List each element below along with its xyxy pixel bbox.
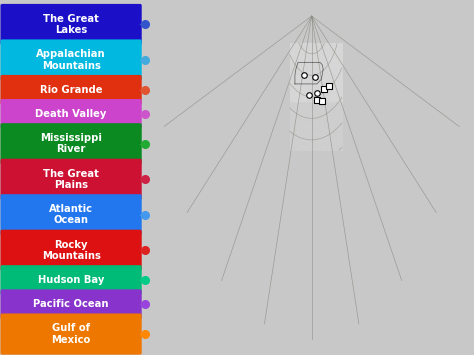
FancyBboxPatch shape <box>0 313 142 355</box>
Text: Atlantic
Ocean: Atlantic Ocean <box>49 204 93 225</box>
FancyBboxPatch shape <box>0 123 142 164</box>
Text: Mississippi
River: Mississippi River <box>40 133 102 154</box>
FancyBboxPatch shape <box>0 159 142 200</box>
Text: The Great
Plains: The Great Plains <box>43 169 99 190</box>
Text: Rocky
Mountains: Rocky Mountains <box>42 240 100 261</box>
FancyBboxPatch shape <box>0 230 142 271</box>
FancyBboxPatch shape <box>0 289 142 319</box>
Text: Death Valley: Death Valley <box>36 109 107 119</box>
FancyBboxPatch shape <box>0 75 142 105</box>
FancyBboxPatch shape <box>0 194 142 235</box>
Text: Hudson Bay: Hudson Bay <box>38 275 104 285</box>
Text: Gulf of
Mexico: Gulf of Mexico <box>52 323 91 345</box>
FancyBboxPatch shape <box>0 265 142 295</box>
FancyBboxPatch shape <box>0 39 142 81</box>
FancyBboxPatch shape <box>0 99 142 129</box>
Text: Rio Grande: Rio Grande <box>40 85 102 95</box>
Text: Appalachian
Mountains: Appalachian Mountains <box>36 49 106 71</box>
Text: Pacific Ocean: Pacific Ocean <box>33 299 109 309</box>
FancyBboxPatch shape <box>0 4 142 45</box>
Text: The Great
Lakes: The Great Lakes <box>43 14 99 35</box>
